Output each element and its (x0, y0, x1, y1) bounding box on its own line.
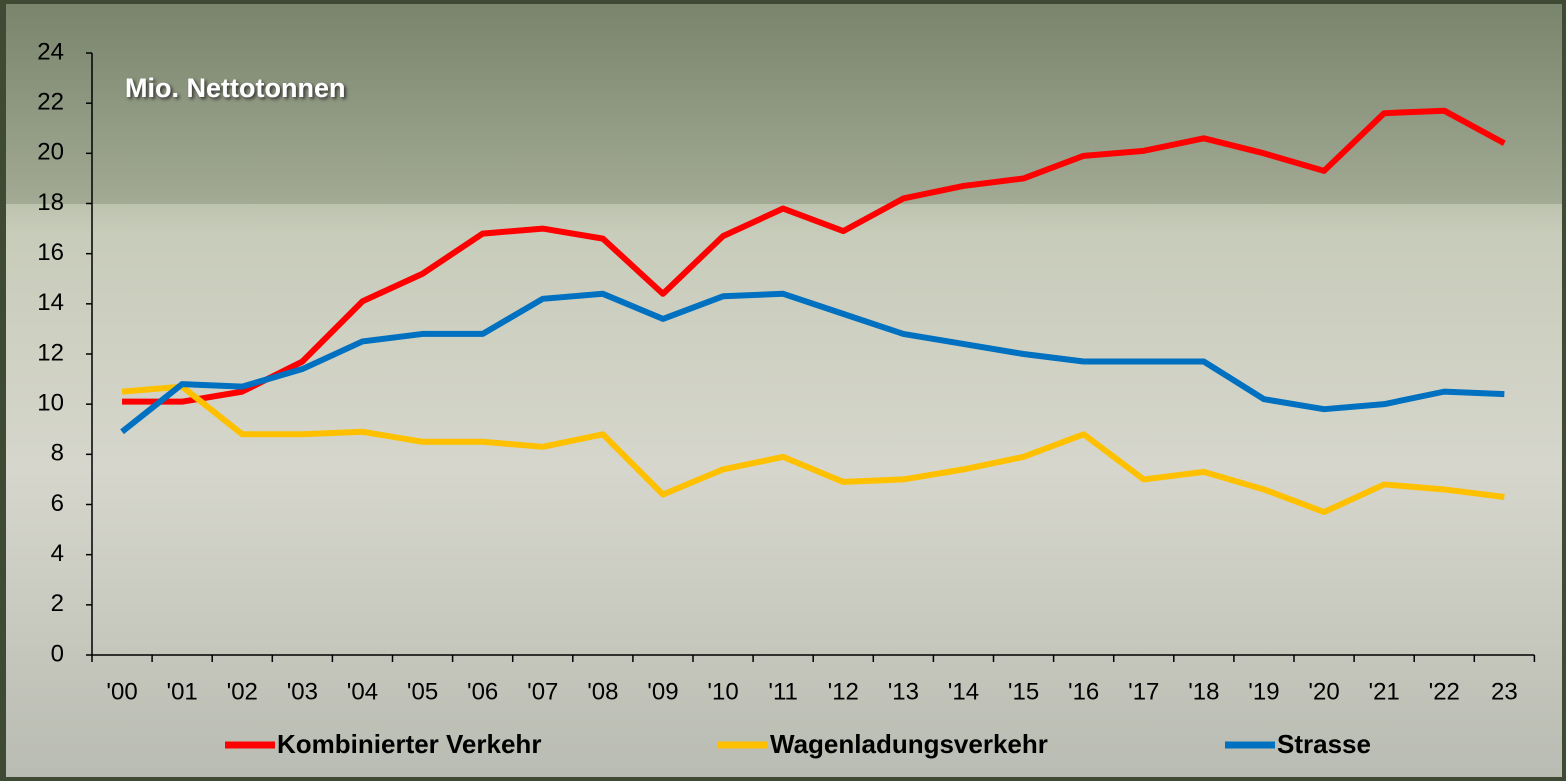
x-tick-label: '00 (106, 678, 137, 705)
unit-label: Mio. Nettotonnen (125, 73, 345, 103)
x-tick-label: '12 (828, 678, 859, 705)
x-tick-label: '17 (1128, 678, 1159, 705)
forest-tint (6, 4, 1562, 204)
y-tick-label: 22 (37, 89, 64, 116)
x-tick-label: '06 (467, 678, 498, 705)
x-tick-label: '20 (1308, 678, 1339, 705)
y-tick-label: 10 (37, 390, 64, 417)
x-tick-label: '08 (587, 678, 618, 705)
data-line (122, 107, 1506, 405)
y-tick-label: 6 (51, 490, 64, 517)
y-tick-label: 14 (37, 289, 64, 316)
x-tick-label: '05 (407, 678, 438, 705)
y-tick-label: 8 (51, 440, 64, 467)
x-tick-label: '19 (1248, 678, 1279, 705)
x-tick-label: '16 (1068, 678, 1099, 705)
data-line (121, 383, 1505, 516)
background-photo (6, 4, 1562, 777)
y-tick-label: 4 (51, 540, 64, 567)
y-tick-label: 16 (37, 239, 64, 266)
x-tick-label: '15 (1008, 678, 1039, 705)
y-tick-label: 24 (37, 38, 64, 65)
legend-label: Wagenladungsverkehr (770, 729, 1048, 759)
x-tick-label: 23 (1491, 678, 1518, 705)
x-tick-label: '11 (768, 678, 798, 705)
x-tick-label: '18 (1188, 678, 1219, 705)
x-tick-label: '03 (287, 678, 318, 705)
x-tick-label: '09 (647, 678, 678, 705)
x-tick-label: '13 (888, 678, 919, 705)
x-tick-label: '14 (948, 678, 979, 705)
x-tick-label: '07 (527, 678, 558, 705)
y-tick-label: 2 (51, 590, 64, 617)
legend-label: Kombinierter Verkehr (277, 729, 541, 759)
x-tick-label: '21 (1369, 678, 1400, 705)
y-tick-label: 18 (37, 189, 64, 216)
x-tick-label: '10 (707, 678, 738, 705)
data-line (120, 290, 1505, 435)
y-tick-label: 12 (37, 339, 64, 366)
legend-label: Strasse (1277, 729, 1371, 759)
x-tick-label: '04 (347, 678, 378, 705)
x-tick-label: '01 (167, 678, 198, 705)
y-tick-label: 20 (37, 139, 64, 166)
y-tick-label: 0 (51, 640, 64, 667)
x-tick-label: '22 (1429, 678, 1460, 705)
x-tick-label: '02 (227, 678, 258, 705)
